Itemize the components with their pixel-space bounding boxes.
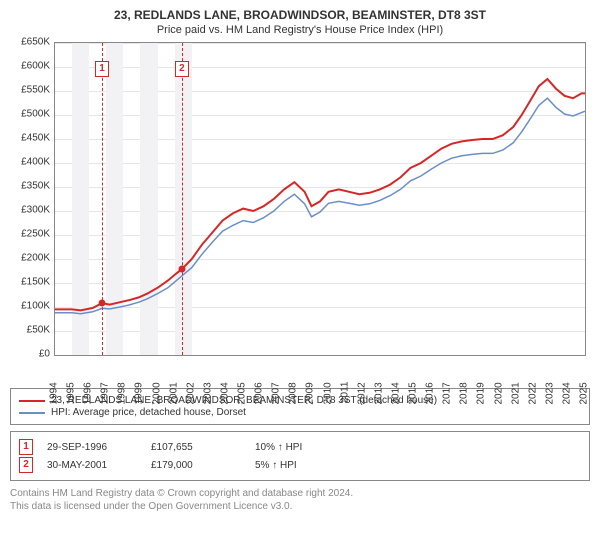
legend-swatch bbox=[19, 400, 45, 402]
x-axis-label: 1998 bbox=[117, 382, 128, 404]
x-axis-label: 2005 bbox=[237, 382, 248, 404]
y-axis-label: £150K bbox=[10, 277, 50, 288]
page-subtitle: Price paid vs. HM Land Registry's House … bbox=[10, 24, 590, 36]
chart-plot-area: 12 bbox=[54, 42, 586, 356]
x-axis-label: 2007 bbox=[271, 382, 282, 404]
x-axis-label: 2016 bbox=[425, 382, 436, 404]
x-axis-label: 1997 bbox=[100, 382, 111, 404]
x-axis-label: 2023 bbox=[544, 382, 555, 404]
x-axis-label: 2014 bbox=[390, 382, 401, 404]
x-axis-label: 2024 bbox=[561, 382, 572, 404]
sale-marker: 2 bbox=[175, 61, 189, 77]
sale-row: 2 30-MAY-2001 £179,000 5% ↑ HPI bbox=[19, 457, 581, 473]
x-axis-label: 2000 bbox=[151, 382, 162, 404]
sale-pct: 5% ↑ HPI bbox=[255, 460, 297, 471]
sale-row: 1 29-SEP-1996 £107,655 10% ↑ HPI bbox=[19, 439, 581, 455]
x-axis-label: 2015 bbox=[408, 382, 419, 404]
y-axis-label: £200K bbox=[10, 253, 50, 264]
sale-date: 30-MAY-2001 bbox=[47, 460, 137, 471]
x-axis-label: 2020 bbox=[493, 382, 504, 404]
x-axis-label: 2008 bbox=[288, 382, 299, 404]
y-axis-label: £650K bbox=[10, 37, 50, 48]
x-axis-label: 2021 bbox=[510, 382, 521, 404]
y-axis-label: £400K bbox=[10, 157, 50, 168]
sale-price: £107,655 bbox=[151, 442, 241, 453]
sale-price: £179,000 bbox=[151, 460, 241, 471]
x-axis-label: 1994 bbox=[49, 382, 60, 404]
x-axis-label: 2019 bbox=[476, 382, 487, 404]
x-axis-label: 2017 bbox=[442, 382, 453, 404]
y-axis-label: £300K bbox=[10, 205, 50, 216]
y-axis-label: £550K bbox=[10, 85, 50, 96]
x-axis-label: 2011 bbox=[339, 382, 350, 404]
y-axis-label: £500K bbox=[10, 109, 50, 120]
series-property bbox=[55, 79, 585, 310]
y-axis-label: £450K bbox=[10, 133, 50, 144]
x-axis-label: 2002 bbox=[185, 382, 196, 404]
sale-marker-box: 1 bbox=[19, 439, 33, 455]
page-title: 23, REDLANDS LANE, BROADWINDSOR, BEAMINS… bbox=[10, 8, 590, 22]
x-axis-label: 2013 bbox=[373, 382, 384, 404]
legend-item: HPI: Average price, detached house, Dors… bbox=[19, 407, 581, 418]
price-chart: 12 £0£50K£100K£150K£200K£250K£300K£350K£… bbox=[10, 42, 590, 382]
sale-dot bbox=[178, 266, 185, 273]
y-axis-label: £250K bbox=[10, 229, 50, 240]
x-axis-label: 2009 bbox=[305, 382, 316, 404]
x-axis-label: 2003 bbox=[202, 382, 213, 404]
legend-swatch bbox=[19, 412, 45, 414]
sale-marker: 1 bbox=[95, 61, 109, 77]
x-axis-label: 2025 bbox=[579, 382, 590, 404]
x-axis-label: 2018 bbox=[459, 382, 470, 404]
x-axis-label: 1999 bbox=[134, 382, 145, 404]
y-axis-label: £0 bbox=[10, 349, 50, 360]
x-axis-label: 2006 bbox=[254, 382, 265, 404]
legend-label: HPI: Average price, detached house, Dors… bbox=[51, 407, 246, 418]
chart-lines bbox=[55, 43, 585, 355]
x-axis-label: 1996 bbox=[83, 382, 94, 404]
x-axis-label: 2004 bbox=[219, 382, 230, 404]
y-axis-label: £100K bbox=[10, 301, 50, 312]
series-hpi bbox=[55, 98, 585, 314]
x-axis-label: 1995 bbox=[66, 382, 77, 404]
x-axis-label: 2012 bbox=[356, 382, 367, 404]
sale-pct: 10% ↑ HPI bbox=[255, 442, 302, 453]
x-axis-label: 2010 bbox=[322, 382, 333, 404]
y-axis-label: £50K bbox=[10, 325, 50, 336]
sale-dot bbox=[99, 300, 106, 307]
x-axis-label: 2001 bbox=[168, 382, 179, 404]
sale-marker-box: 2 bbox=[19, 457, 33, 473]
footnote-line: This data is licensed under the Open Gov… bbox=[10, 500, 590, 513]
sale-date: 29-SEP-1996 bbox=[47, 442, 137, 453]
footnote-line: Contains HM Land Registry data © Crown c… bbox=[10, 487, 590, 500]
y-axis-label: £600K bbox=[10, 61, 50, 72]
y-axis-label: £350K bbox=[10, 181, 50, 192]
sales-table: 1 29-SEP-1996 £107,655 10% ↑ HPI 2 30-MAY-200… bbox=[10, 431, 590, 481]
footnote: Contains HM Land Registry data © Crown c… bbox=[10, 487, 590, 513]
x-axis-label: 2022 bbox=[527, 382, 538, 404]
